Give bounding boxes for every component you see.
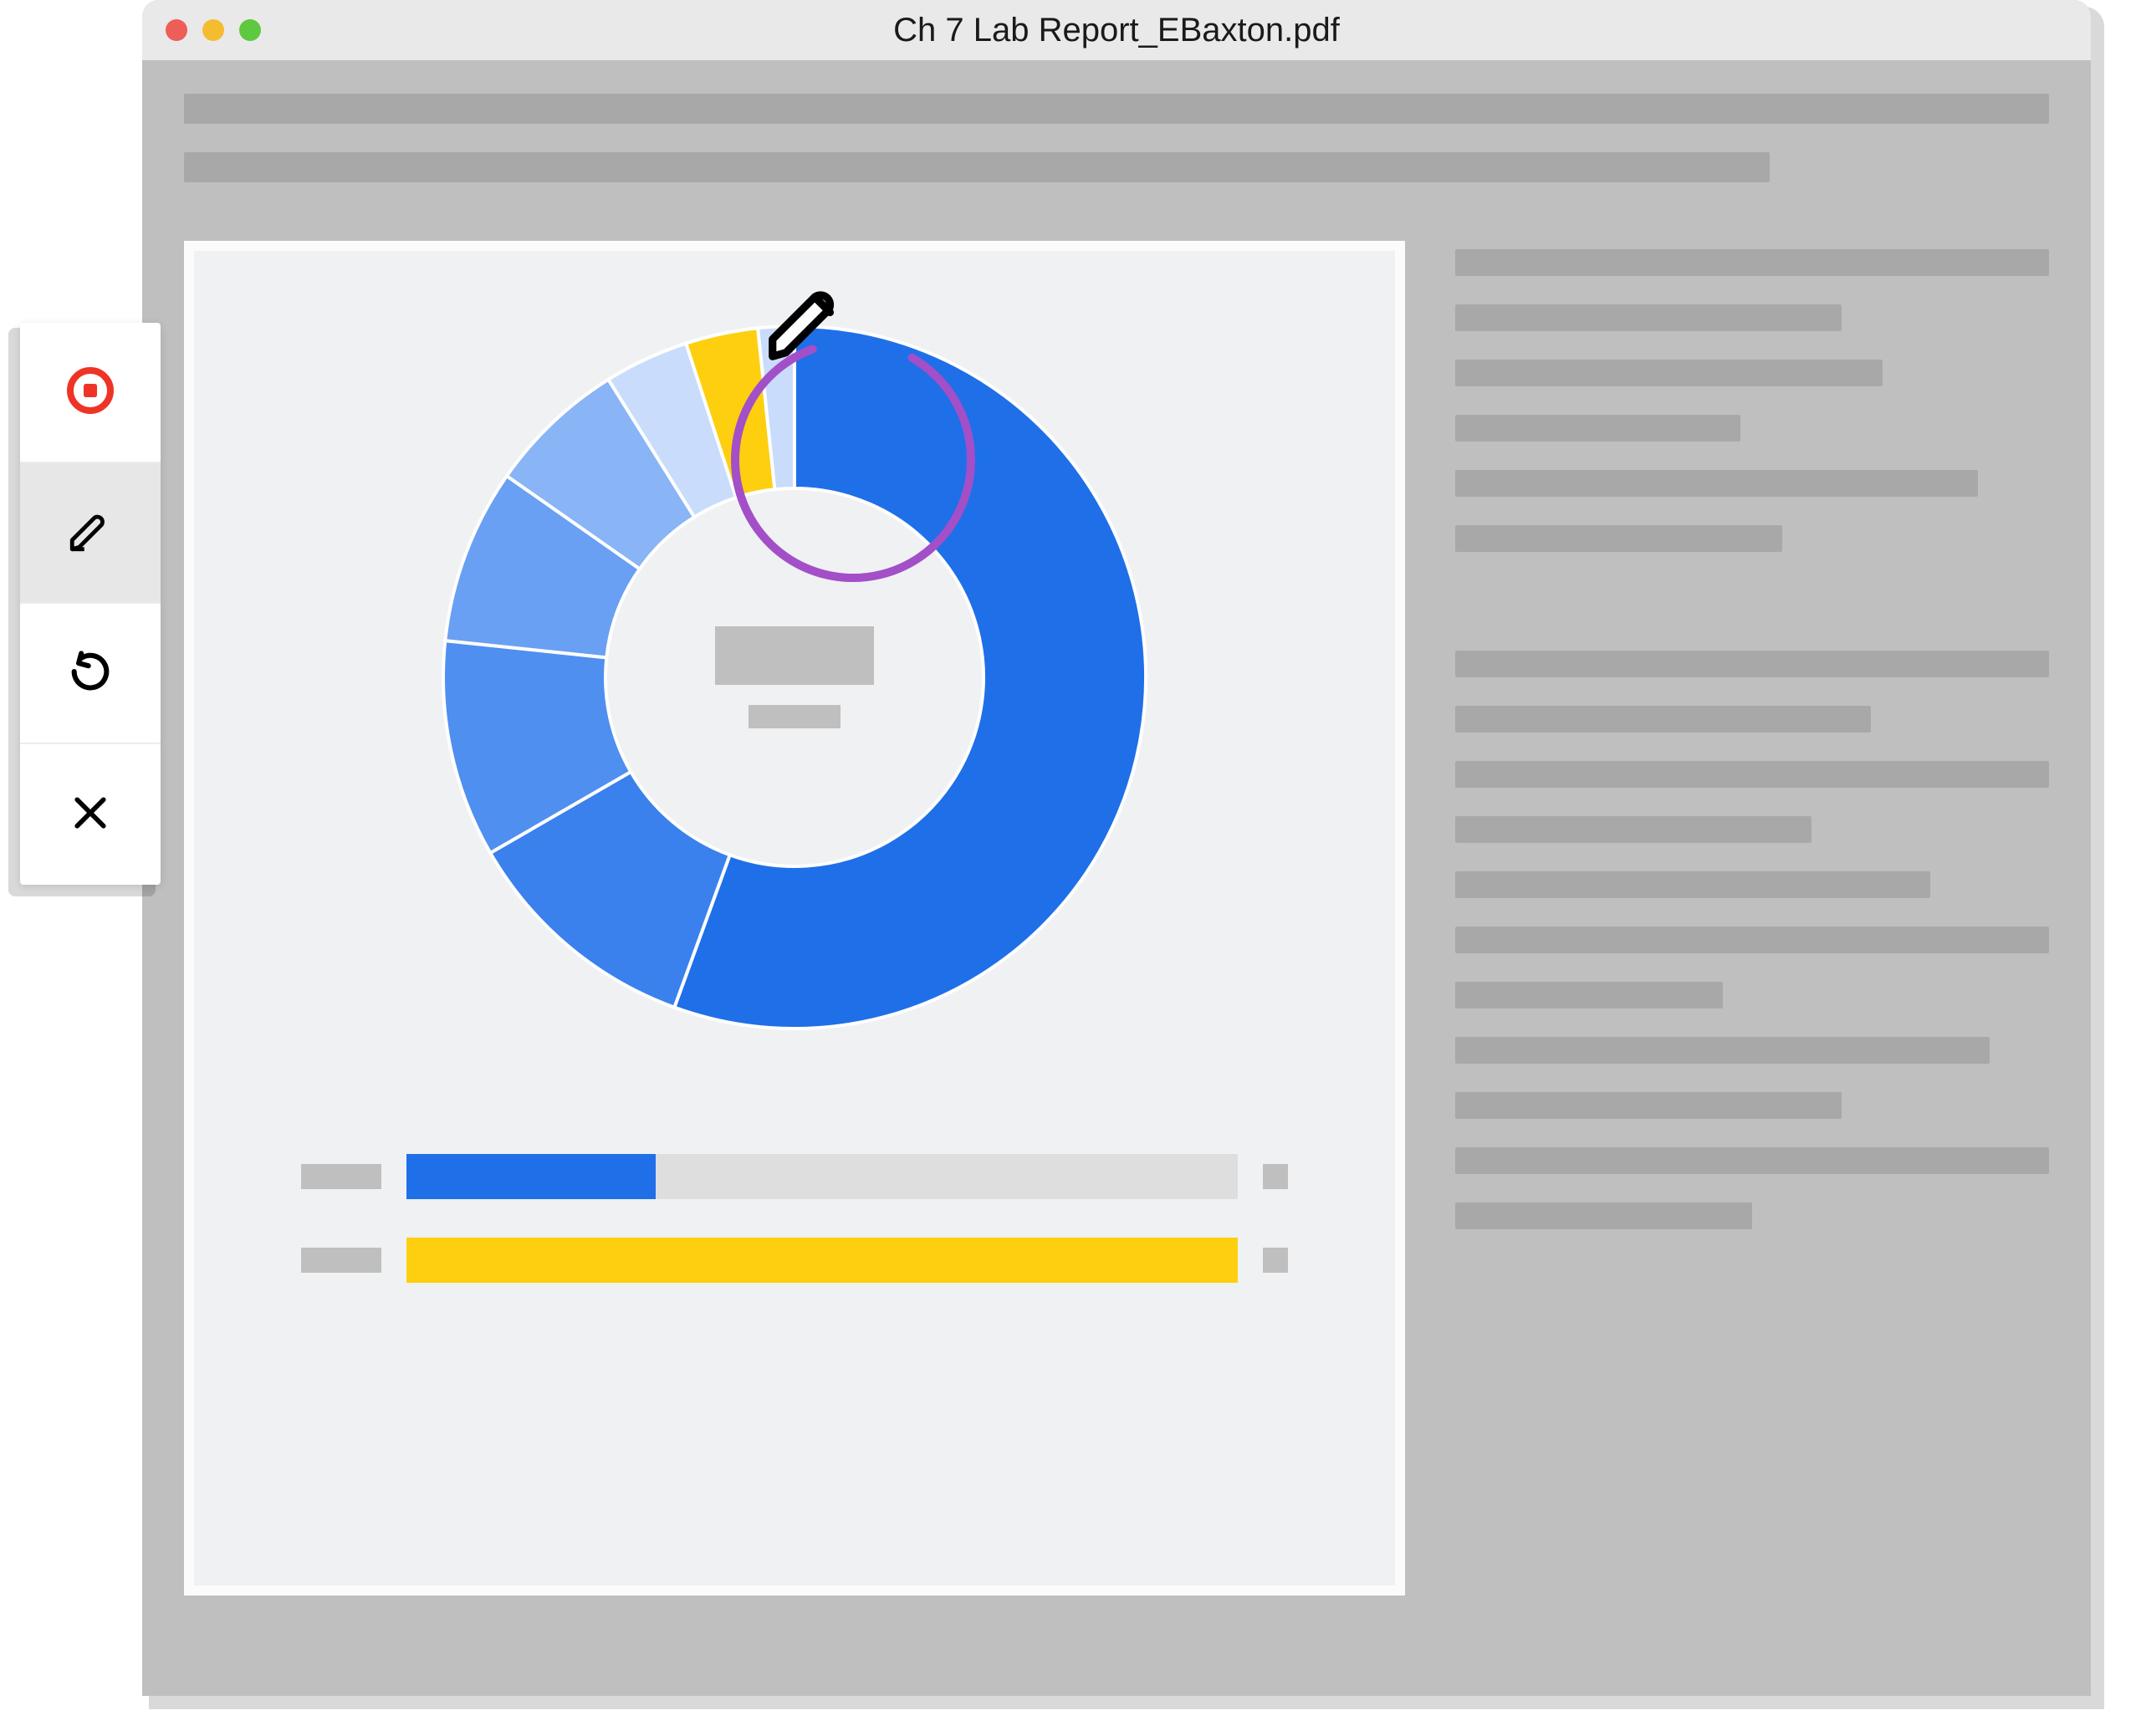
bar-fill (406, 1154, 656, 1199)
progress-bars (301, 1154, 1288, 1283)
text-placeholder-line (1455, 360, 1883, 386)
chart-card (184, 241, 1405, 1596)
app-window: Ch 7 Lab Report_EBaxton.pdf (142, 0, 2091, 1696)
text-placeholder-line (1455, 706, 1871, 733)
text-placeholder-line (1455, 304, 1842, 331)
center-value-placeholder (715, 626, 874, 685)
redo-button[interactable] (20, 604, 161, 744)
text-placeholder-line (1455, 982, 1723, 1008)
close-button[interactable] (20, 744, 161, 885)
bar-value-placeholder (1263, 1248, 1288, 1273)
minimize-window-button[interactable] (202, 19, 224, 41)
progress-bar-row (301, 1238, 1288, 1283)
side-text-placeholder (1455, 241, 2049, 1596)
text-placeholder-line (1455, 1202, 1752, 1229)
window-body (142, 60, 2091, 1696)
text-placeholder-line (1455, 927, 2049, 953)
donut-chart (418, 301, 1171, 1054)
traffic-lights (166, 19, 261, 41)
text-placeholder-line (1455, 525, 1782, 552)
text-placeholder-line (1455, 761, 2049, 788)
pencil-icon (66, 507, 115, 559)
annotation-toolbar (20, 323, 161, 885)
bar-label-placeholder (301, 1164, 381, 1189)
redo-icon (66, 647, 115, 700)
text-placeholder-line (184, 94, 2049, 124)
edit-button[interactable] (20, 463, 161, 604)
record-icon (64, 364, 117, 421)
close-icon (68, 790, 113, 840)
close-window-button[interactable] (166, 19, 187, 41)
text-placeholder-line (1455, 651, 2049, 677)
zoom-window-button[interactable] (239, 19, 261, 41)
progress-bar-row (301, 1154, 1288, 1199)
bar-track (406, 1238, 1238, 1283)
text-placeholder-line (1455, 1037, 1990, 1064)
text-placeholder-line (1455, 415, 1740, 442)
content-row (184, 241, 2049, 1596)
annotation-circle (728, 334, 979, 585)
text-placeholder-line (1455, 249, 2049, 276)
text-placeholder-line (1455, 816, 1811, 843)
pencil-annotation-icon (761, 276, 853, 368)
bar-value-placeholder (1263, 1164, 1288, 1189)
text-placeholder-line (1455, 1092, 1842, 1119)
text-placeholder-line (1455, 871, 1930, 898)
text-placeholder-line (184, 152, 1770, 182)
text-placeholder-line (1455, 470, 1978, 497)
bar-fill (406, 1238, 1238, 1283)
titlebar: Ch 7 Lab Report_EBaxton.pdf (142, 0, 2091, 60)
header-placeholder-lines (184, 94, 2049, 182)
record-button[interactable] (20, 323, 161, 463)
donut-center-placeholder (715, 626, 874, 728)
bar-label-placeholder (301, 1248, 381, 1273)
window-title: Ch 7 Lab Report_EBaxton.pdf (142, 12, 2091, 49)
text-placeholder-line (1455, 1147, 2049, 1174)
center-label-placeholder (749, 705, 841, 728)
bar-track (406, 1154, 1238, 1199)
